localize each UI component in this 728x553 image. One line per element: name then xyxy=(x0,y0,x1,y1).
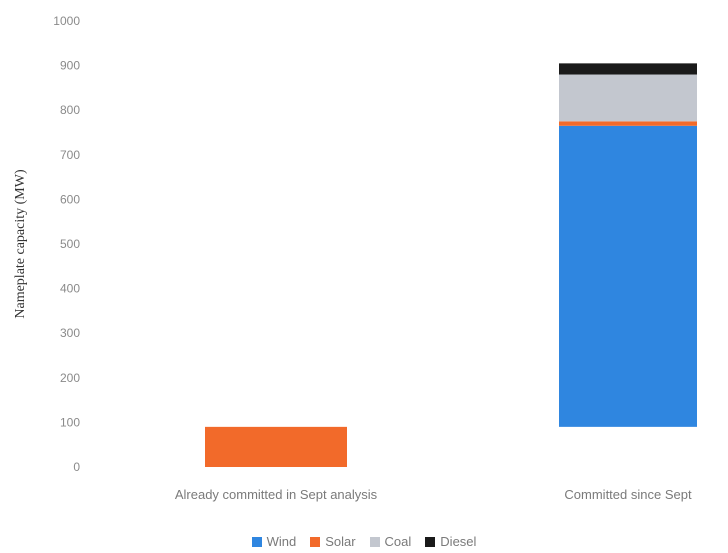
y-tick-label: 0 xyxy=(73,460,80,474)
legend-swatch xyxy=(251,536,262,547)
bar-segment-solar xyxy=(559,121,697,126)
y-tick-label: 400 xyxy=(60,282,80,296)
y-tick-label: 1000 xyxy=(53,14,80,28)
legend-item-solar: Solar xyxy=(310,534,356,549)
bars xyxy=(205,63,697,467)
y-tick-label: 700 xyxy=(60,148,80,162)
bar-segment-solar xyxy=(205,426,347,467)
legend-label: Wind xyxy=(266,534,297,549)
y-tick-label: 900 xyxy=(60,59,80,73)
stacked-bar-chart: Nameplate capacity (MW) 0 100 200 300 400 500… xyxy=(13,14,697,502)
legend-item-coal: Coal xyxy=(369,534,412,549)
y-tick-label: 100 xyxy=(60,415,80,429)
legend-label: Coal xyxy=(384,534,412,549)
legend-swatch xyxy=(310,536,321,547)
legend-label: Diesel xyxy=(440,534,477,549)
y-tick-label: 600 xyxy=(60,192,80,206)
y-axis-ticks: 0 100 200 300 400 500 600 700 800 900 1000 xyxy=(53,14,80,474)
category-label: Already committed in Sept analysis xyxy=(175,487,378,502)
bar-segment-diesel xyxy=(559,63,697,75)
y-tick-label: 800 xyxy=(60,103,80,117)
category-label: Committed since Sept xyxy=(564,487,692,502)
bar-segment-coal xyxy=(559,74,697,122)
legend-swatch xyxy=(369,536,380,547)
legend: Wind Solar Coal Diesel xyxy=(0,534,728,549)
legend-item-wind: Wind xyxy=(251,534,297,549)
bar-segment-wind xyxy=(559,125,697,427)
y-axis-title: Nameplate capacity (MW) xyxy=(13,169,28,319)
category-labels: Already committed in Sept analysis Commit… xyxy=(175,487,692,502)
y-tick-label: 200 xyxy=(60,371,80,385)
y-tick-label: 300 xyxy=(60,326,80,340)
y-tick-label: 500 xyxy=(60,237,80,251)
legend-swatch xyxy=(425,536,436,547)
legend-label: Solar xyxy=(325,534,356,549)
legend-item-diesel: Diesel xyxy=(425,534,476,549)
